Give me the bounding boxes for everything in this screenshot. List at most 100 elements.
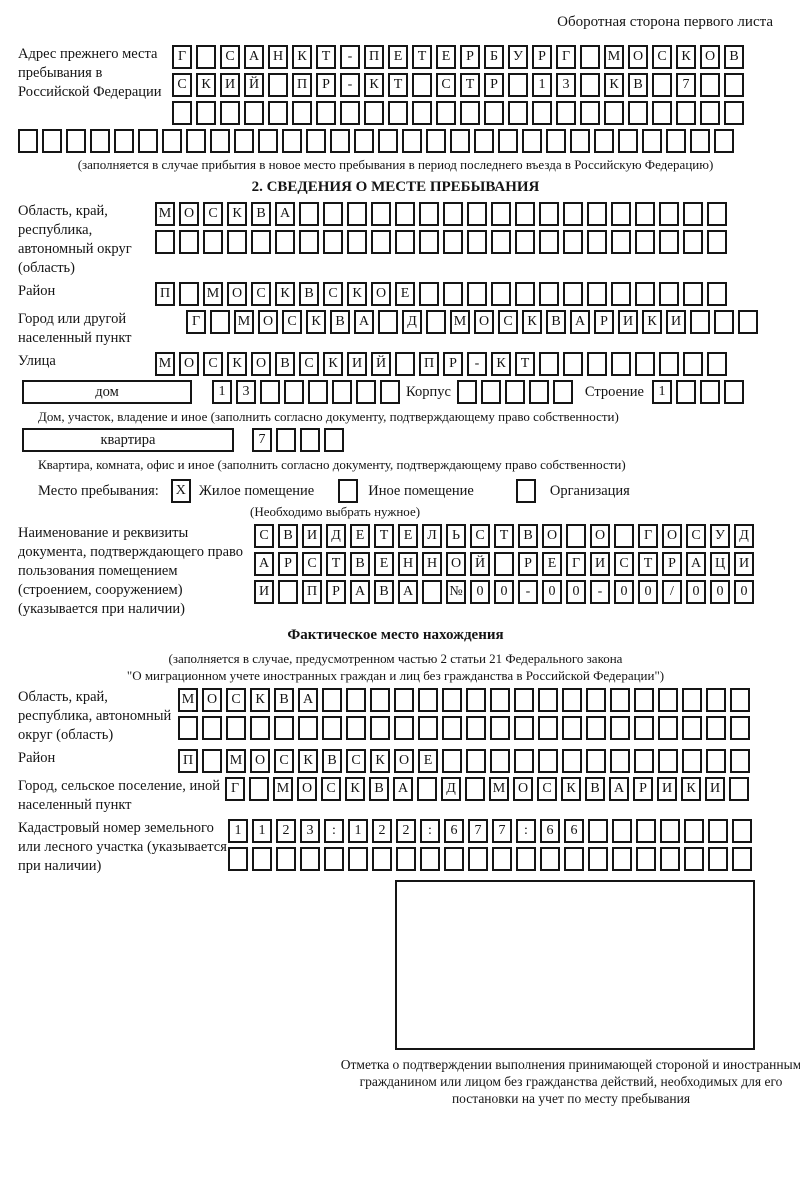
form-cell[interactable]: Н <box>422 552 442 576</box>
form-cell[interactable] <box>706 688 726 712</box>
form-cell[interactable]: Р <box>316 73 336 97</box>
form-cell[interactable] <box>539 282 559 306</box>
form-cell[interactable]: В <box>374 580 394 604</box>
form-cell[interactable]: К <box>642 310 662 334</box>
form-cell[interactable] <box>252 847 272 871</box>
form-cell[interactable] <box>388 101 408 125</box>
form-cell[interactable] <box>562 688 582 712</box>
form-cell[interactable] <box>18 129 38 153</box>
form-cell[interactable]: М <box>178 688 198 712</box>
form-cell[interactable] <box>419 202 439 226</box>
form-cell[interactable]: А <box>254 552 274 576</box>
form-cell[interactable]: К <box>227 202 247 226</box>
form-cell[interactable]: К <box>364 73 384 97</box>
form-cell[interactable] <box>346 688 366 712</box>
form-cell[interactable]: О <box>179 202 199 226</box>
form-cell[interactable] <box>562 749 582 773</box>
form-cell[interactable] <box>467 282 487 306</box>
form-cell[interactable] <box>563 230 583 254</box>
form-cell[interactable] <box>516 847 536 871</box>
form-cell[interactable] <box>659 282 679 306</box>
form-cell[interactable]: : <box>420 819 440 843</box>
form-cell[interactable]: 1 <box>212 380 232 404</box>
form-cell[interactable] <box>465 777 485 801</box>
form-cell[interactable] <box>316 101 336 125</box>
form-cell[interactable]: Б <box>484 45 504 69</box>
form-cell[interactable] <box>660 847 680 871</box>
form-cell[interactable] <box>730 688 750 712</box>
form-cell[interactable] <box>66 129 86 153</box>
form-cell[interactable] <box>563 352 583 376</box>
form-cell[interactable] <box>282 129 302 153</box>
form-cell[interactable] <box>528 380 549 404</box>
form-cell[interactable] <box>724 73 744 97</box>
form-cell[interactable]: У <box>508 45 528 69</box>
form-cell[interactable]: Т <box>326 552 346 576</box>
form-cell[interactable] <box>660 819 680 843</box>
form-cell[interactable]: А <box>350 580 370 604</box>
form-cell[interactable] <box>611 230 631 254</box>
form-cell[interactable]: А <box>393 777 413 801</box>
form-cell[interactable]: Г <box>172 45 192 69</box>
form-cell[interactable]: 7 <box>468 819 488 843</box>
form-cell[interactable] <box>396 847 416 871</box>
form-cell[interactable]: А <box>686 552 706 576</box>
form-cell[interactable]: О <box>394 749 414 773</box>
form-cell[interactable]: - <box>340 45 360 69</box>
form-cell[interactable] <box>251 230 271 254</box>
form-cell[interactable] <box>426 129 446 153</box>
form-cell[interactable] <box>196 45 216 69</box>
form-cell[interactable] <box>323 230 343 254</box>
form-cell[interactable]: / <box>662 580 682 604</box>
form-cell[interactable] <box>490 749 510 773</box>
form-cell[interactable]: Р <box>633 777 653 801</box>
form-cell[interactable]: К <box>522 310 542 334</box>
form-cell[interactable] <box>227 230 247 254</box>
form-cell[interactable]: П <box>178 749 198 773</box>
form-cell[interactable] <box>484 101 504 125</box>
form-cell[interactable]: Е <box>436 45 456 69</box>
form-cell[interactable]: Р <box>594 310 614 334</box>
form-cell[interactable] <box>700 73 720 97</box>
form-cell[interactable]: М <box>203 282 223 306</box>
form-cell[interactable] <box>417 777 437 801</box>
form-cell[interactable]: О <box>202 688 222 712</box>
form-cell[interactable] <box>538 716 558 740</box>
form-cell[interactable]: С <box>321 777 341 801</box>
form-cell[interactable]: И <box>347 352 367 376</box>
form-cell[interactable] <box>514 716 534 740</box>
form-cell[interactable]: Й <box>371 352 391 376</box>
form-cell[interactable] <box>636 819 656 843</box>
form-cell[interactable] <box>292 101 312 125</box>
form-cell[interactable]: 2 <box>372 819 392 843</box>
form-cell[interactable]: В <box>585 777 605 801</box>
form-cell[interactable] <box>394 716 414 740</box>
form-cell[interactable] <box>418 716 438 740</box>
form-cell[interactable] <box>588 819 608 843</box>
form-cell[interactable] <box>372 847 392 871</box>
form-cell[interactable]: А <box>275 202 295 226</box>
form-cell[interactable] <box>699 380 720 404</box>
form-cell[interactable] <box>179 230 199 254</box>
form-cell[interactable] <box>322 688 342 712</box>
form-cell[interactable] <box>636 847 656 871</box>
form-cell[interactable] <box>443 202 463 226</box>
form-cell[interactable] <box>515 230 535 254</box>
form-cell[interactable]: 3 <box>556 73 576 97</box>
form-cell[interactable] <box>371 230 391 254</box>
form-cell[interactable] <box>586 716 606 740</box>
form-cell[interactable] <box>450 129 470 153</box>
form-cell[interactable] <box>556 101 576 125</box>
form-cell[interactable] <box>395 230 415 254</box>
form-cell[interactable]: П <box>292 73 312 97</box>
form-cell[interactable]: А <box>354 310 374 334</box>
form-cell[interactable]: К <box>227 352 247 376</box>
form-cell[interactable]: 0 <box>686 580 706 604</box>
form-cell[interactable]: Т <box>494 524 514 548</box>
form-cell[interactable] <box>90 129 110 153</box>
form-cell[interactable]: О <box>590 524 610 548</box>
form-cell[interactable]: Д <box>402 310 422 334</box>
form-cell[interactable] <box>707 282 727 306</box>
form-cell[interactable] <box>684 819 704 843</box>
form-cell[interactable]: И <box>302 524 322 548</box>
